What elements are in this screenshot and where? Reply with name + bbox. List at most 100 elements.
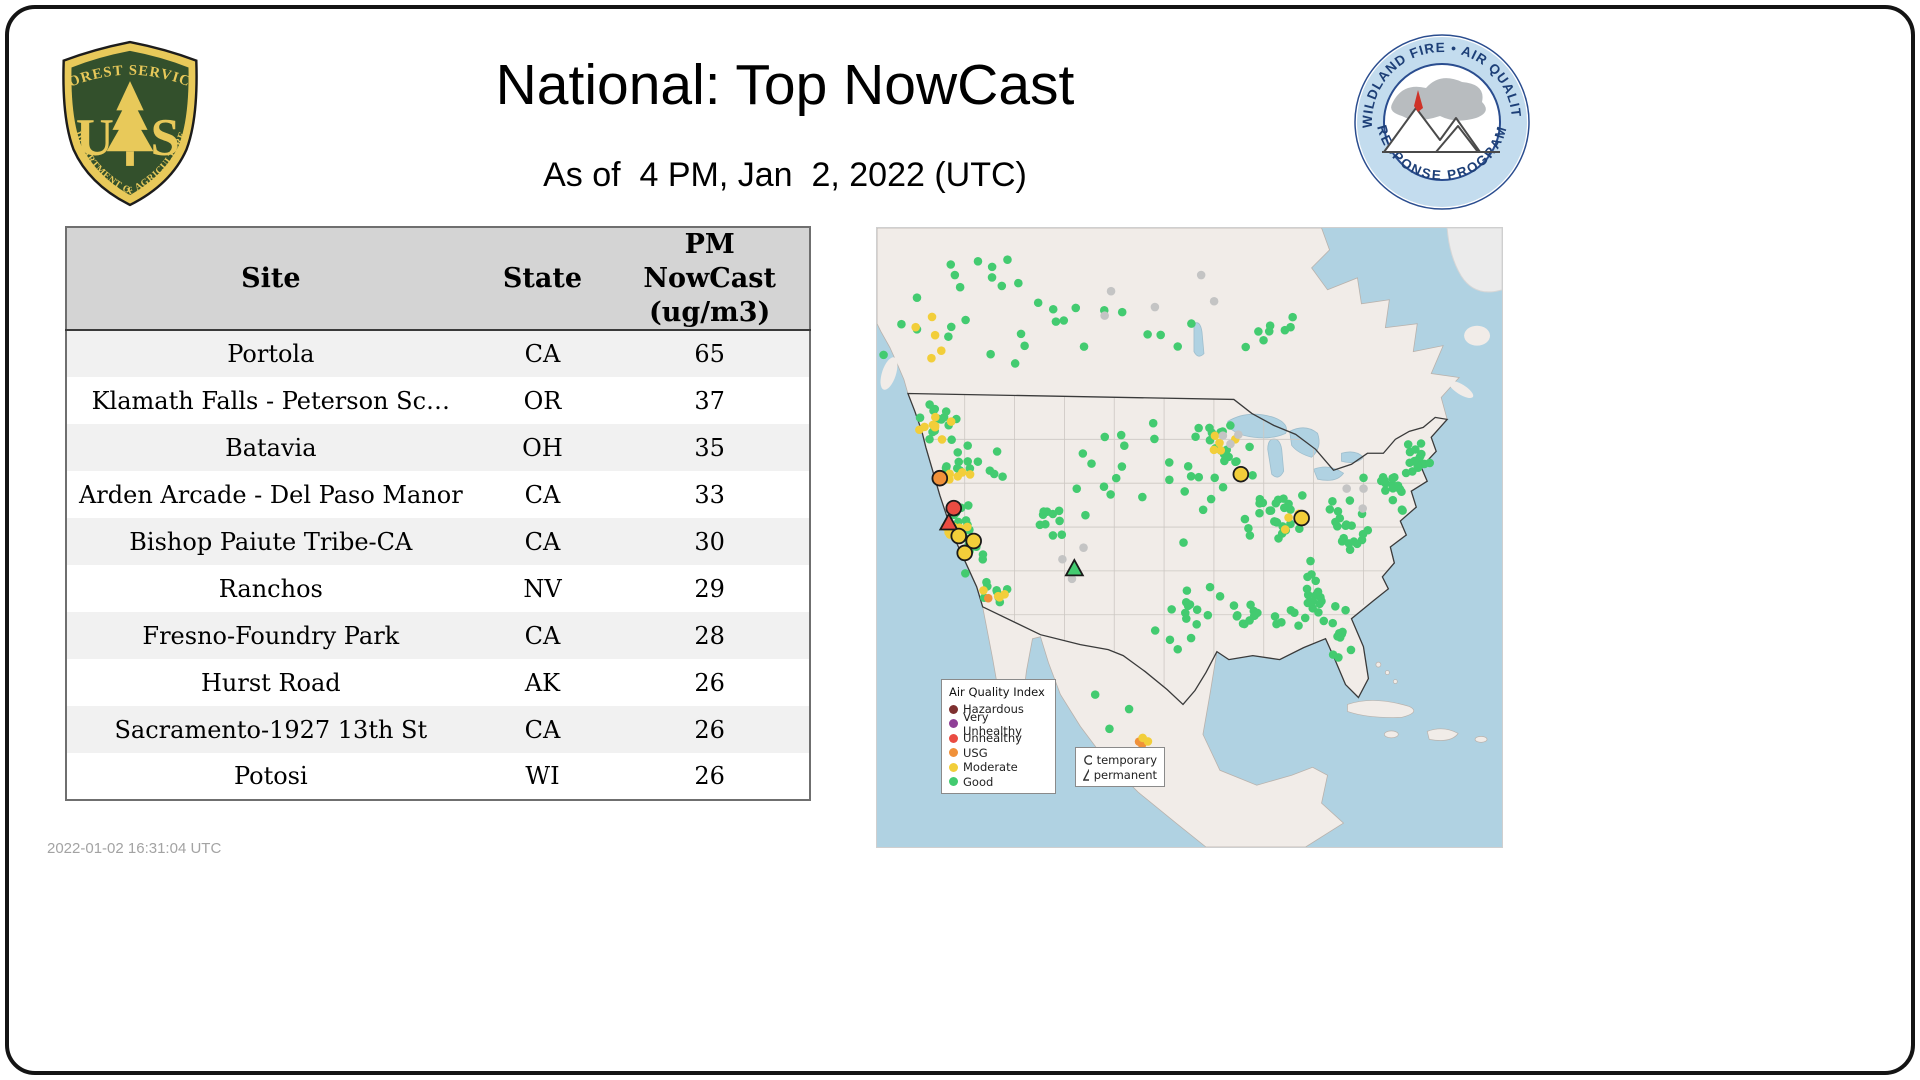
state-cell: OH — [474, 424, 611, 472]
monitor-dot — [1306, 556, 1315, 566]
monitor-dot — [1405, 458, 1414, 468]
monitor-dot — [1192, 620, 1201, 629]
monitor-dot — [1344, 539, 1354, 548]
monitor-dot — [1014, 278, 1023, 288]
monitor-dot — [1425, 458, 1435, 468]
state-cell: CA — [474, 518, 611, 566]
table-row: Batavia OH 35 — [66, 424, 810, 472]
monitor-dot — [1328, 497, 1337, 506]
monitor-dot — [879, 350, 888, 360]
monitor-dot — [1209, 445, 1219, 455]
table-row: Hurst Road AK 26 — [66, 659, 810, 706]
flame-icon — [1414, 90, 1423, 112]
monitor-dot — [1116, 430, 1126, 440]
monitor-dot — [925, 400, 934, 409]
monitor-dot — [989, 469, 999, 479]
monitor-dot — [1196, 270, 1206, 280]
monitor-dot — [1079, 543, 1088, 552]
monitor-dot — [1255, 499, 1264, 508]
monitor-dot — [1148, 418, 1158, 428]
top-site-marker — [956, 544, 973, 562]
aqi-color-dot — [949, 719, 958, 729]
monitor-dot — [946, 260, 956, 269]
monitor-dot — [1245, 442, 1254, 452]
nowcast-column-header: PM NowCast (ug/m3) — [610, 227, 810, 332]
monitor-dot — [1335, 633, 1345, 642]
monitor-dot — [1280, 325, 1290, 335]
site-cell: Sacramento-1927 13th St — [66, 706, 475, 754]
monitor-dot — [961, 315, 970, 325]
state-cell: AK — [524, 668, 561, 697]
nowcast-cell: 26 — [694, 668, 725, 697]
monitor-dot — [1254, 327, 1263, 336]
state-cell: CA — [524, 480, 561, 509]
monitor-dot — [1010, 359, 1020, 368]
table-row: Sacramento-1927 13th St CA 26 — [66, 706, 810, 754]
monitor-dot — [915, 413, 925, 422]
monitor-dot — [965, 470, 975, 479]
monitor-dot — [1337, 537, 1347, 546]
monitor-dot — [1117, 307, 1127, 317]
monitor-dot — [1333, 507, 1343, 516]
top-site-markers — [931, 465, 1310, 577]
site-cell: Potosi — [233, 762, 308, 791]
monitor-dot — [1173, 644, 1183, 654]
monitor-dot — [1067, 574, 1077, 584]
monitor-dot — [1416, 439, 1426, 448]
monitor-dot — [1165, 475, 1174, 485]
monitor-dot — [930, 330, 940, 340]
monitor-dot — [1397, 505, 1407, 514]
monitor-dot — [1311, 576, 1320, 586]
monitor-dot — [1226, 439, 1235, 449]
monitor-dot — [1165, 635, 1175, 645]
triangle-marker-icon — [1083, 768, 1089, 781]
monitor-dot — [1179, 538, 1188, 547]
monitor-dot — [1078, 449, 1088, 458]
top-site-marker — [965, 532, 982, 550]
monitor-dot — [897, 319, 906, 329]
monitor-dot — [915, 425, 924, 435]
monitor-dot — [1220, 456, 1229, 466]
monitor-dot — [1209, 296, 1219, 306]
usfs-s-letter: S — [150, 109, 179, 167]
table-row: Ranchos NV 29 — [66, 565, 810, 612]
monitor-dot — [1059, 316, 1069, 325]
nowcast-cell: 35 — [610, 424, 810, 472]
nowcast-cell: 29 — [694, 574, 725, 603]
monitor-dot — [941, 407, 951, 416]
top-site-marker — [931, 469, 949, 487]
monitor-dot — [1259, 335, 1268, 345]
great-lakes — [1193, 322, 1364, 481]
nowcast-cell: 65 — [610, 330, 810, 378]
monitor-dot — [1051, 317, 1061, 326]
state-cell: WI — [525, 762, 560, 791]
mountains-icon — [1382, 107, 1500, 153]
monitor-dot — [1295, 524, 1304, 534]
monitor-dot — [1183, 462, 1193, 471]
aqi-legend-item: Good — [949, 775, 1048, 790]
monitor-dot — [1216, 446, 1226, 455]
monitor-dot — [1288, 312, 1297, 322]
monitor-dot — [1120, 441, 1129, 450]
monitor-dot — [946, 417, 956, 426]
monitor-dot — [1081, 510, 1090, 520]
air-quality-map[interactable]: Air Quality Index Hazardous Very Unhealth… — [876, 227, 1503, 848]
monitor-dot — [983, 593, 993, 603]
nowcast-cell: 26 — [694, 762, 725, 791]
monitor-dot — [953, 448, 963, 457]
usfs-logo: FOREST SERVICE U S DEPARTMENT OF AGRICUL… — [52, 36, 198, 207]
monitor-dot — [1210, 473, 1219, 483]
marker-legend-item: temporary — [1083, 753, 1157, 768]
monitor-dot — [1020, 341, 1029, 351]
aqi-color-dot — [949, 777, 958, 787]
monitor-dot — [1363, 525, 1373, 535]
monitor-dot — [1180, 487, 1189, 496]
monitor-dot — [1284, 513, 1293, 522]
top-site-marker — [1232, 465, 1250, 483]
site-cell: Batavia — [66, 424, 475, 472]
nowcast-cell: 30 — [610, 518, 810, 566]
monitor-dot — [1388, 484, 1398, 493]
monitor-dot — [1071, 303, 1081, 313]
state-column-header: State — [474, 227, 611, 332]
